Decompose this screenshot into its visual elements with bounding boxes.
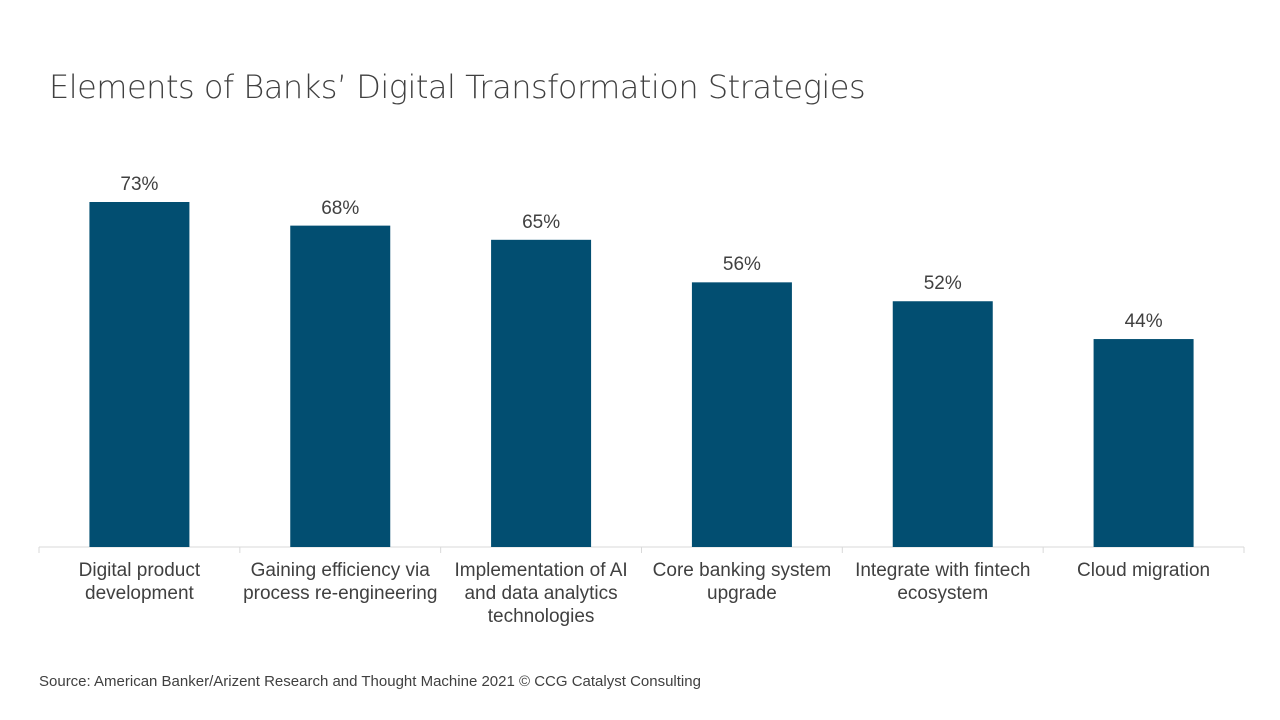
- chart-title: Elements of Banks’ Digital Transformatio…: [49, 68, 866, 106]
- x-tick-label: Integrate with fintech ecosystem: [855, 560, 1031, 604]
- bar: [892, 301, 993, 547]
- x-tick-label: Cloud migration: [1077, 560, 1211, 581]
- bar: [491, 239, 592, 547]
- bar: [290, 225, 391, 548]
- source-note: Source: American Banker/Arizent Research…: [39, 673, 701, 690]
- data-label: 65%: [522, 211, 561, 233]
- x-tick-label: Core banking system upgrade: [652, 560, 832, 604]
- data-label: 44%: [1124, 311, 1163, 333]
- bar: [89, 202, 190, 547]
- data-label: 52%: [923, 273, 962, 295]
- data-label: 56%: [722, 254, 761, 276]
- bar: [1093, 339, 1194, 547]
- x-tick-label: Gaining efficiency via process re-engine…: [243, 560, 438, 604]
- bar: [691, 282, 792, 547]
- data-label: 73%: [120, 174, 159, 195]
- x-tick-label: Implementation of AI and data analytics …: [454, 560, 628, 627]
- data-label: 68%: [321, 197, 360, 219]
- x-tick-label: Digital product development: [78, 560, 201, 604]
